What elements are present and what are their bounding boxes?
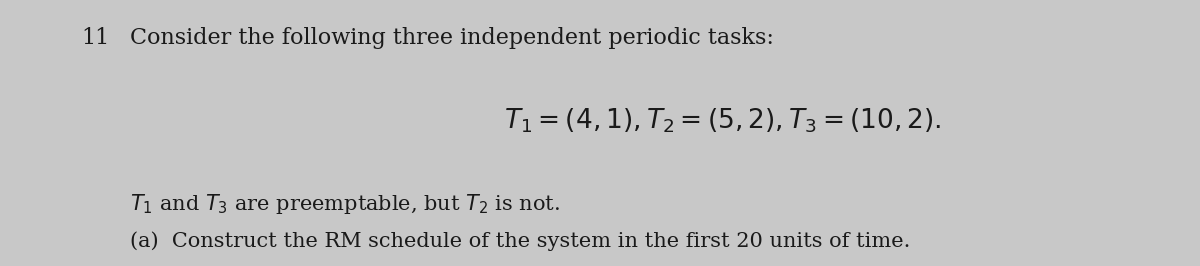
Text: 11: 11 [82,27,110,49]
Text: $T_1 = (4, 1), T_2 = (5, 2), T_3 = (10, 2).$: $T_1 = (4, 1), T_2 = (5, 2), T_3 = (10, … [504,106,941,135]
Text: (a)  Construct the RM schedule of the system in the first 20 units of time.: (a) Construct the RM schedule of the sys… [130,231,910,251]
Text: $T_1$ and $T_3$ are preemptable, but $T_2$ is not.: $T_1$ and $T_3$ are preemptable, but $T_… [130,192,559,215]
Text: Consider the following three independent periodic tasks:: Consider the following three independent… [130,27,774,49]
